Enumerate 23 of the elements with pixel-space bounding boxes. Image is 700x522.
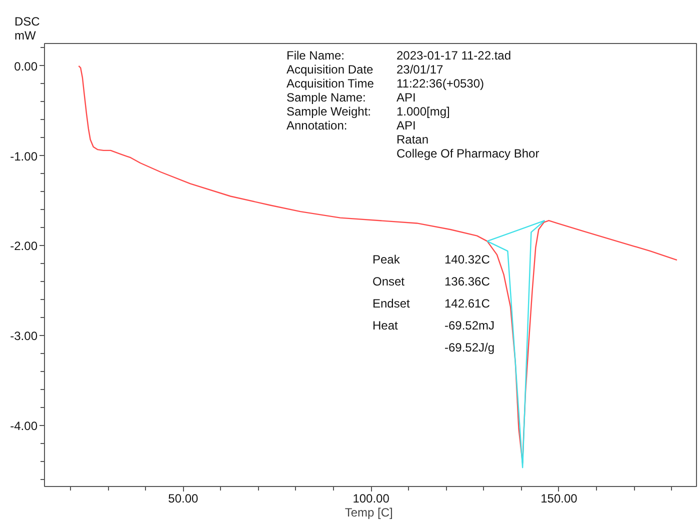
text: Sample Name: API <box>286 90 416 104</box>
y-tick-label: 0.00 <box>14 59 38 74</box>
annotation: Ratan <box>396 132 429 146</box>
text: Peak 140.32C <box>372 252 490 266</box>
annotation: College Of Pharmacy Bhor <box>396 146 540 160</box>
text: Acquisition Time 11:22:36(+0530) <box>286 76 484 90</box>
text: Onset 136.36C <box>372 274 490 288</box>
x-tick-label: 100.00 <box>352 492 390 506</box>
y-axis-title: DSC mW <box>14 14 40 42</box>
text: Acquisition Date 23/01/17 <box>286 62 444 76</box>
text: Annotation: API <box>286 118 416 132</box>
x-axis-title: Temp [C] <box>344 506 393 520</box>
y-tick-label: -4.00 <box>10 418 38 433</box>
y-tick-label: -2.00 <box>10 239 38 254</box>
text: Endset 142.61C <box>372 296 490 310</box>
annotation: -69.52J/g <box>444 340 495 354</box>
y-tick-label: -3.00 <box>10 329 38 344</box>
x-tick-label: 150.00 <box>540 492 578 506</box>
y-tick-label: -1.00 <box>10 149 38 164</box>
text: Sample Weight: 1.000[mg] <box>286 104 450 118</box>
x-tick-label: 50.00 <box>168 492 199 506</box>
text: File Name: 2023-01-17 11-22.tad <box>286 48 512 62</box>
text: Heat -69.52mJ <box>372 318 495 332</box>
